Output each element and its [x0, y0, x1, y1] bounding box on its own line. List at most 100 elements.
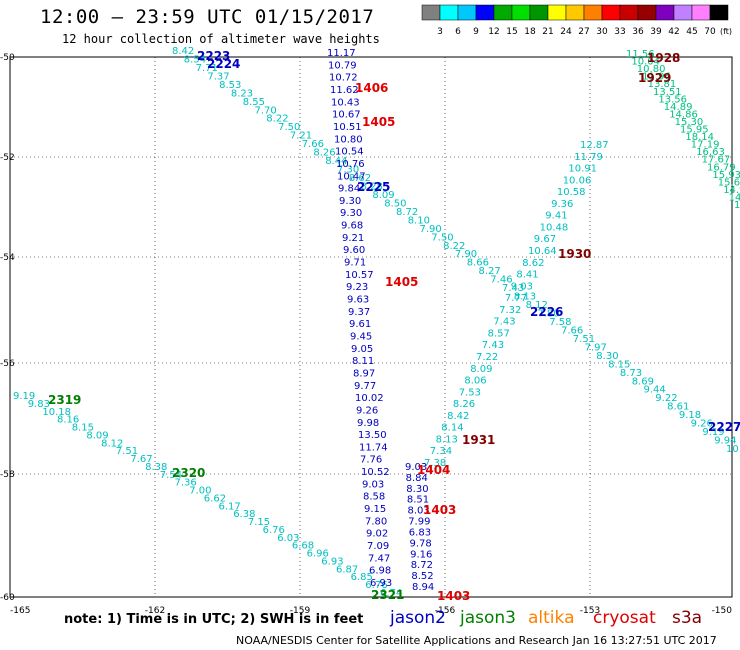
wave-height-label: 10.72 — [329, 73, 358, 84]
colorbar-tick-label: 6 — [455, 27, 461, 37]
wave-height-label: 7.80 — [537, 309, 559, 320]
wave-height-label: 8.14 — [441, 423, 463, 434]
wave-height-label: 8.27 — [479, 266, 501, 277]
wave-height-label: 13.51 — [653, 87, 682, 98]
wave-height-label: 9.19 — [702, 427, 724, 438]
colorbar-tick-label: 24 — [560, 27, 572, 37]
wave-height-label: 12.87 — [580, 140, 609, 151]
colorbar-tick-label: 30 — [596, 27, 608, 37]
wave-height-label: 6.96 — [307, 549, 329, 560]
wave-height-label: 7.36 — [175, 478, 197, 489]
wave-height-label: 11.62 — [330, 85, 359, 96]
wave-height-label: 8.72 — [411, 560, 433, 571]
wave-height-label: 17.67 — [702, 155, 731, 166]
wave-height-label: 13.81 — [648, 79, 677, 90]
pass-time-label: 1404 — [417, 463, 450, 477]
wave-height-label: 6.83 — [409, 528, 431, 539]
wave-height-label: 8.66 — [467, 258, 489, 269]
wave-height-label: 9.41 — [545, 211, 567, 222]
wave-height-label: 7.70 — [255, 105, 277, 116]
wave-height-label: 9.61 — [349, 319, 371, 330]
wave-height-map: -165 -162 -159 -156 -153 -150 -50 -52 -54 -56 -58 -… — [0, 46, 740, 616]
wave-height-label: 10.80 — [334, 134, 363, 145]
wave-height-label: 18.14 — [685, 132, 714, 143]
wave-height-label: 6.87 — [336, 564, 358, 575]
wave-height-label: 7.38 — [424, 458, 446, 469]
wave-height-label: 9.77 — [354, 381, 376, 392]
wave-height-label: 6.93 — [370, 578, 392, 589]
wave-height-label: 8.62 — [349, 173, 371, 184]
colorbar-tick-label: 3 — [437, 27, 443, 37]
wave-height-label: 7.58 — [549, 317, 571, 328]
wave-height-label: 10.23 — [726, 444, 740, 455]
satellite-legend-altika: altika — [528, 608, 575, 628]
colorbar-tick-label: 18 — [524, 27, 536, 37]
plot-frame — [9, 56, 733, 598]
x-axis-tick-label: -165 — [10, 606, 30, 616]
wave-height-label: 7.43 — [502, 283, 524, 294]
y-axis-tick-label: -54 — [0, 253, 15, 263]
wave-height-label: 9.21 — [342, 233, 364, 244]
wave-height-label: 8.72 — [396, 207, 418, 218]
pass-time-label: 1405 — [385, 275, 418, 289]
y-axis-tick-label: -50 — [0, 53, 15, 63]
wave-height-label: 9.19 — [13, 391, 35, 402]
wave-height-label: 9.84 — [338, 184, 360, 195]
wave-height-label: 6.85 — [351, 572, 373, 583]
wave-height-label: 8.38 — [145, 462, 167, 473]
wave-height-label: 8.58 — [363, 492, 385, 503]
wave-height-label: 15.93 — [712, 170, 740, 181]
wave-height-label: 10.67 — [332, 110, 361, 121]
wave-height-label: 10.57 — [345, 270, 374, 281]
wave-height-label: 7.67 — [130, 454, 152, 465]
wave-height-label: 6.03 — [277, 533, 299, 544]
colorbar-tick-label: 27 — [578, 27, 589, 37]
wave-height-label: 7.22 — [476, 352, 498, 363]
wave-height-label: 15.30 — [675, 117, 704, 128]
wave-height-label: 7.43 — [493, 317, 515, 328]
wave-height-label: 7.54 — [160, 470, 182, 481]
pass-time-label: 2225 — [357, 180, 390, 194]
wave-height-label: 8.51 — [407, 495, 429, 506]
satellite-legend-cryosat: cryosat — [593, 608, 656, 628]
wave-height-label: 9.83 — [28, 399, 50, 410]
wave-height-label: 8.62 — [522, 258, 544, 269]
colorbar-tick-label: 15 — [506, 27, 517, 37]
pass-time-label: 1405 — [362, 115, 395, 129]
wave-height-label: 7.34 — [430, 446, 452, 457]
wave-height-label: 8.22 — [266, 114, 288, 125]
wave-height-label: 7.53 — [459, 387, 481, 398]
colorbar-tick-label: 12 — [488, 27, 499, 37]
wave-height-label: 9.36 — [551, 199, 573, 210]
y-axis-tick-label: -58 — [0, 470, 15, 480]
wave-height-label: 7.09 — [367, 541, 389, 552]
pass-time-label: 2321 — [371, 588, 404, 602]
wave-height-label: 7.47 — [368, 553, 390, 564]
page-title: 12:00 — 23:59 UTC 01/15/2017 — [40, 6, 375, 28]
wave-height-label: 7.15 — [248, 517, 270, 528]
wave-height-label: 9.45 — [350, 332, 372, 343]
wave-height-label: 10.64 — [528, 246, 557, 257]
wave-height-label: 8.06 — [464, 376, 486, 387]
pass-time-label: 2320 — [172, 466, 205, 480]
pass-time-label: 2224 — [207, 57, 240, 71]
colorbar-tick-label: 39 — [650, 27, 662, 37]
wave-height-label: 9.30 — [340, 208, 362, 219]
wave-height-label: 8.09 — [372, 190, 394, 201]
wave-height-label: 9.03 — [362, 479, 384, 490]
wave-height-label: 8.09 — [86, 430, 108, 441]
wave-height-label: 9.23 — [346, 282, 368, 293]
wave-height-label: 8.44 — [325, 156, 347, 167]
wave-height-label: 8.13 — [514, 292, 536, 303]
wave-height-label: 8.84 — [406, 473, 428, 484]
wave-height-label: 8.11 — [352, 356, 374, 367]
wave-height-label: 10.52 — [361, 467, 390, 478]
wave-height-label: 8.54 — [184, 55, 206, 66]
wave-height-label: 9.60 — [343, 245, 365, 256]
wave-height-label: 8.16 — [57, 415, 79, 426]
wave-height-label: 8.13 — [436, 434, 458, 445]
wave-height-label: 9.67 — [534, 234, 556, 245]
wave-height-label: 8.41 — [516, 270, 538, 281]
wave-height-label: 9.71 — [344, 258, 366, 269]
wave-height-label: 7.51 — [116, 446, 138, 457]
